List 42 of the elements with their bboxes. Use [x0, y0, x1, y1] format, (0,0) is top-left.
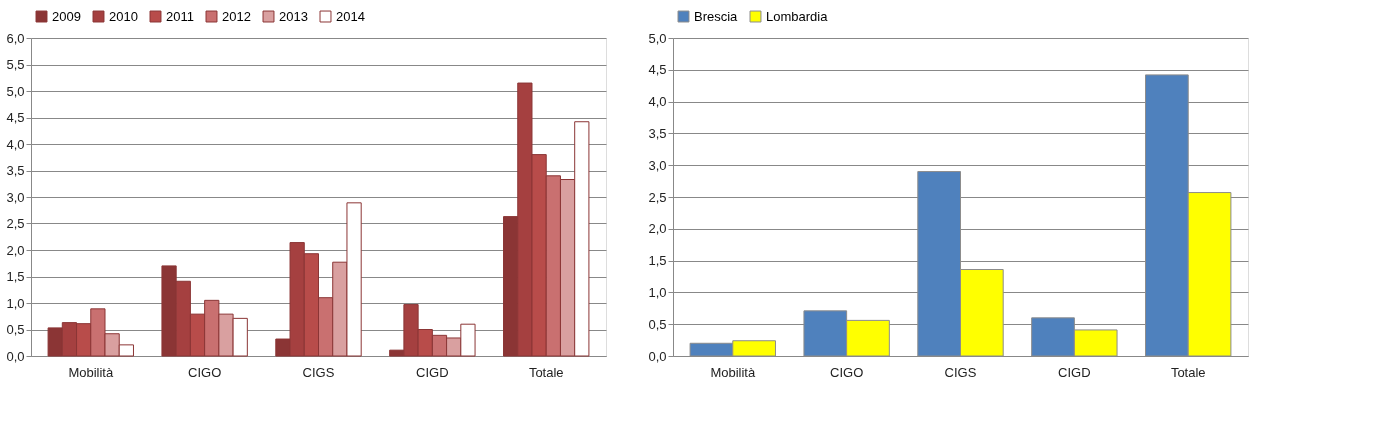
x-tick-label: CIGD	[416, 364, 449, 380]
legend-label: 2009	[52, 8, 81, 24]
x-tick-label: Totale	[1170, 364, 1206, 380]
y-tick-label: 2,5	[648, 189, 667, 205]
y-tick-label: 1,5	[648, 253, 667, 269]
x-tick-label: CIGS	[944, 364, 977, 380]
x-tick-label: CIGS	[302, 364, 335, 380]
y-tick-label: 0,5	[648, 316, 667, 332]
y-tick-label: 4,5	[6, 110, 25, 125]
y-tick-label: 4,0	[648, 94, 667, 110]
y-tick-label: 1,5	[6, 269, 25, 284]
legend-label: Lombardia	[766, 8, 829, 24]
y-tick-label: 0,0	[6, 348, 25, 364]
y-tick-label: 5,0	[6, 83, 25, 99]
y-tick-label: 3,5	[6, 163, 25, 178]
y-tick-label: 0,5	[6, 322, 25, 337]
y-tick-label: 2,5	[6, 216, 25, 231]
y-tick-label: 3,0	[6, 189, 25, 205]
legend-label: 2014	[336, 8, 365, 24]
legend-label: 2012	[222, 8, 251, 24]
y-tick-label: 0,0	[648, 348, 667, 364]
x-tick-label: CIGD	[1058, 364, 1091, 380]
legend-label: 2011	[166, 8, 194, 24]
y-tick-label: 4,0	[6, 136, 25, 152]
x-tick-label: CIGO	[188, 364, 222, 380]
y-tick-label: 4,5	[648, 62, 667, 78]
y-tick-label: 1,0	[648, 284, 667, 300]
legend-label: 2013	[279, 8, 308, 24]
legend-label: Brescia	[694, 8, 739, 24]
x-tick-label: Mobilità	[710, 364, 756, 380]
x-tick-label: Totale	[528, 364, 564, 380]
x-tick-label: CIGO	[830, 364, 864, 380]
legend-label: 2010	[109, 8, 138, 24]
y-tick-label: 5,0	[648, 30, 667, 46]
y-tick-label: 3,0	[648, 157, 667, 173]
y-tick-label: 2,0	[648, 221, 667, 237]
x-tick-label: Mobilità	[68, 364, 114, 380]
y-tick-label: 1,0	[6, 295, 25, 311]
y-tick-label: 5,5	[6, 57, 25, 72]
y-tick-label: 2,0	[6, 242, 25, 258]
y-tick-label: 3,5	[648, 125, 667, 141]
y-tick-label: 6,0	[6, 30, 25, 46]
